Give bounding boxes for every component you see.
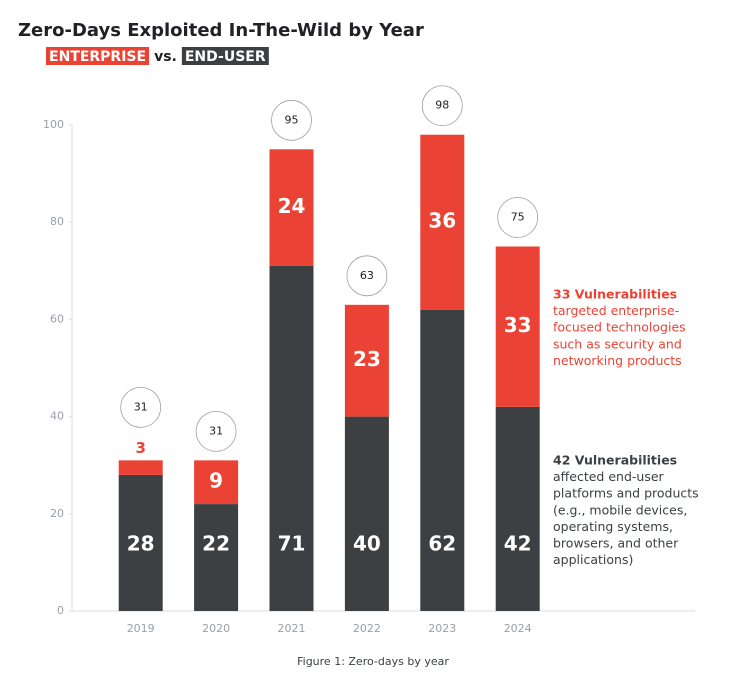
value-label: 36 xyxy=(428,209,456,233)
subtitle-series: ENTERPRISE xyxy=(49,49,146,65)
value-label: 40 xyxy=(353,532,381,556)
annotation-line: such as security and xyxy=(553,336,682,351)
total-circle xyxy=(195,410,237,452)
bar-segment xyxy=(269,265,314,611)
total-label: 75 xyxy=(511,211,525,224)
bar-segment xyxy=(344,304,389,417)
y-tick-label: 0 xyxy=(57,604,64,617)
total-circle xyxy=(346,255,388,297)
value-label: 42 xyxy=(504,532,532,556)
bar-segment xyxy=(194,460,239,505)
value-label: 71 xyxy=(278,532,306,556)
annotation-line: applications) xyxy=(553,552,633,567)
annotation-line: targeted enterprise- xyxy=(553,303,679,318)
y-tick-label: 100 xyxy=(43,118,64,131)
y-tick-label: 80 xyxy=(50,215,64,228)
total-circle xyxy=(497,197,539,238)
value-label: 62 xyxy=(428,532,456,556)
subtitle-series: END-USER xyxy=(185,49,266,65)
annotation-line: platforms and products xyxy=(553,486,699,501)
value-label: 9 xyxy=(209,469,223,493)
x-tick-label: 2024 xyxy=(504,622,532,635)
total-label: 95 xyxy=(285,113,299,126)
annotation-line: networking products xyxy=(553,353,682,368)
value-label: 33 xyxy=(504,313,532,337)
bar-segment xyxy=(495,406,540,611)
annotation-line: focused technologies xyxy=(553,320,686,335)
x-tick-label: 2022 xyxy=(353,622,381,635)
annotation-title: 33 Vulnerabilities xyxy=(553,287,677,302)
bar-segment xyxy=(194,504,239,611)
value-label: 28 xyxy=(127,532,155,556)
x-tick-label: 2020 xyxy=(202,622,230,635)
y-tick-label: 40 xyxy=(50,410,64,423)
x-tick-label: 2023 xyxy=(428,622,456,635)
bar-segment xyxy=(495,246,540,407)
bar-segment xyxy=(420,134,465,310)
bar-segment xyxy=(344,416,389,611)
subtitle-chip xyxy=(181,47,269,65)
total-label: 63 xyxy=(360,269,374,282)
subtitle-chip xyxy=(46,47,150,65)
total-label: 31 xyxy=(209,424,223,437)
bar-segment xyxy=(118,474,163,611)
bar-segment xyxy=(420,309,465,611)
x-tick-label: 2021 xyxy=(278,622,306,635)
chart-title: Zero-Days Exploited In-The-Wild by Year xyxy=(18,20,424,41)
annotation-line: browsers, and other xyxy=(553,536,679,551)
value-label: 3 xyxy=(135,439,145,457)
annotation-line: (e.g., mobile devices, xyxy=(553,502,687,517)
y-tick-label: 60 xyxy=(50,312,64,325)
annotation-line: affected end-user xyxy=(553,469,665,484)
total-circle xyxy=(271,99,312,141)
subtitle-connector: vs. xyxy=(154,49,177,65)
annotation-title: 42 Vulnerabilities xyxy=(553,453,677,468)
bar-segment xyxy=(269,149,314,266)
total-circle xyxy=(120,386,162,428)
total-label: 98 xyxy=(435,99,449,112)
caption: Figure 1: Zero-days by year xyxy=(297,655,449,668)
total-label: 31 xyxy=(134,400,148,413)
value-label: 22 xyxy=(202,532,230,556)
bar-segment xyxy=(118,460,163,475)
value-label: 24 xyxy=(278,194,306,218)
value-label: 23 xyxy=(353,347,381,371)
y-tick-label: 20 xyxy=(50,507,64,520)
x-tick-label: 2019 xyxy=(127,622,155,635)
annotation-line: operating systems, xyxy=(553,519,673,534)
total-circle xyxy=(421,85,463,127)
